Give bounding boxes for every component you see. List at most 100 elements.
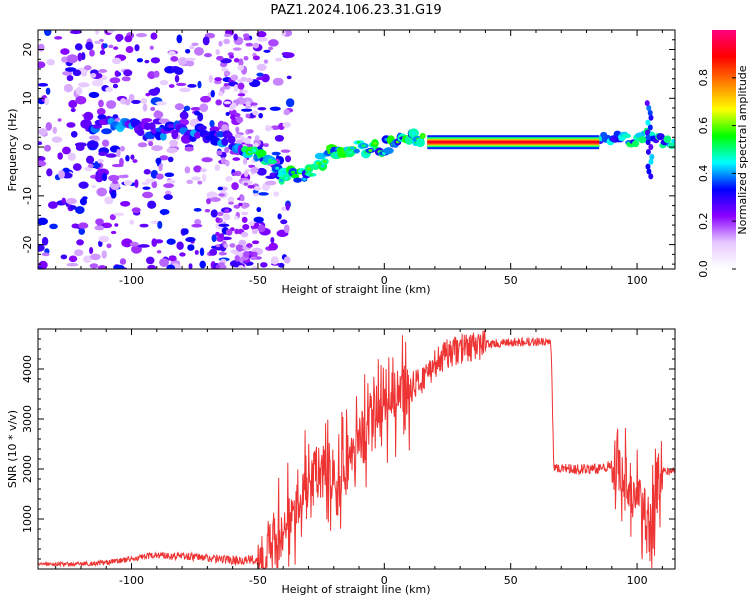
spectrogram-noise-blob — [75, 206, 85, 214]
spectrogram-noise-blob — [265, 126, 273, 131]
spectrogram-noise-blob — [258, 192, 269, 196]
spectrogram-noise-blob — [89, 253, 101, 261]
spectrogram-ridge-blob — [148, 122, 156, 131]
spectrogram-ridge-blob — [419, 132, 426, 139]
spectrogram-noise-blob — [144, 178, 156, 183]
colorbar-ticks: 0.0 0.2 0.4 0.6 0.8 — [697, 69, 736, 278]
spectrogram-noise-blob — [151, 145, 163, 152]
spectrogram-noise-blob — [216, 55, 224, 61]
spectrogram-noise-blob — [247, 184, 255, 189]
spectrogram-noise-blob — [194, 47, 204, 56]
spectrogram-noise-blob — [111, 163, 124, 168]
spectrogram-noise-blob — [199, 103, 209, 113]
spectrogram-noise-blob — [130, 154, 135, 160]
spectrogram-spike-blob — [648, 114, 654, 121]
spectrogram-noise-blob — [270, 256, 279, 265]
spectrogram-noise-blob — [256, 167, 267, 176]
spectrogram-noise-blob — [98, 235, 110, 243]
spectrogram-noise-blob — [211, 245, 217, 249]
spectrogram-noise-blob — [257, 107, 267, 111]
spectrogram-noise-blob — [235, 139, 243, 145]
spectrogram-ridge-blob — [136, 128, 145, 137]
spectrogram-noise-blob — [74, 43, 83, 51]
spectrogram-noise-blob — [223, 243, 229, 249]
spectrogram-noise-blob — [66, 122, 76, 128]
spectrogram-noise-blob — [191, 176, 201, 181]
spectrogram-noise-blob — [274, 134, 285, 142]
snr-y-label: SNR (10 * v/v) — [6, 410, 19, 488]
spectrogram-noise-blob — [174, 74, 180, 83]
spectrogram-spike-blob — [648, 158, 654, 165]
spectrogram-noise-blob — [280, 149, 291, 153]
spectrogram-noise-blob — [215, 49, 220, 56]
spectrogram-noise-blob — [125, 155, 130, 162]
spectrogram-noise-blob — [66, 54, 79, 64]
spectrogram-noise-blob — [283, 109, 290, 116]
spectrogram-noise-blob — [66, 74, 74, 82]
spectrogram-noise-blob — [174, 103, 185, 111]
spectrogram-noise-blob — [194, 250, 199, 255]
spectrogram-ridge-core — [350, 146, 355, 150]
spectrogram-noise-blob — [187, 244, 195, 251]
spectrogram-ridge-blob — [180, 134, 192, 144]
spectrogram-noise-blob — [148, 141, 154, 147]
snr-panel: -100 -50 0 50 100 1000 2000 3000 4000 Height of … — [6, 328, 676, 596]
spectrogram-frame — [37, 29, 676, 270]
snr-line — [38, 329, 675, 569]
spectrogram-noise-blob — [217, 186, 224, 191]
spectrogram-noise-blob — [98, 151, 107, 156]
spectrogram-noise-blob — [193, 207, 202, 212]
spectrogram-noise-blob — [44, 30, 52, 37]
spectrogram-x-tick-label: 50 — [504, 274, 518, 287]
spectrogram-noise-blob — [94, 30, 100, 35]
spectrogram-noise-blob — [98, 99, 104, 108]
spectrogram-noise-blob — [193, 110, 201, 116]
spectrogram-ridge-blob — [383, 147, 394, 155]
spectrogram-noise-blob — [57, 118, 62, 122]
spectrogram-noise-blob — [268, 242, 278, 251]
spectrogram-noise-blob — [158, 118, 170, 124]
spectrogram-noise-blob — [194, 219, 202, 226]
spectrogram-noise-blob — [240, 76, 247, 82]
spectrogram-noise-blob — [179, 252, 186, 257]
spectrogram-noise-blob — [62, 70, 73, 76]
spectrogram-noise-blob — [242, 157, 248, 165]
spectrogram-noise-blob — [237, 64, 244, 71]
spectrogram-noise-blob — [179, 87, 191, 93]
spectrogram-ridge-blob — [221, 137, 229, 146]
spectrogram-noise-blob — [142, 103, 148, 112]
spectrogram-noise-blob — [119, 145, 125, 152]
spectrogram-ridge-core — [281, 171, 286, 175]
spectrogram-strong-band — [427, 140, 600, 144]
spectrogram-noise-blob — [75, 96, 87, 105]
spectrogram-ridge-blob — [631, 140, 640, 148]
spectrogram-noise-blob — [245, 100, 251, 107]
spectrogram-noise-blob — [218, 223, 230, 228]
spectrogram-noise-blob — [184, 57, 196, 61]
spectrogram-spike-blob — [648, 173, 654, 180]
spectrogram-noise-blob — [78, 181, 89, 189]
spectrogram-ridge-blob — [80, 119, 92, 129]
spectrogram-x-tick-label: 0 — [381, 274, 388, 287]
spectrogram-noise-blob — [240, 211, 249, 216]
spectrogram-noise-blob — [254, 135, 260, 141]
spectrogram-noise-blob — [76, 239, 84, 246]
spectrogram-noise-blob — [166, 147, 178, 154]
spectrogram-noise-blob — [186, 179, 194, 185]
spectrogram-noise-blob — [121, 238, 133, 248]
spectrogram-noise-blob — [183, 105, 191, 112]
spectrogram-noise-blob — [145, 92, 151, 97]
spectrogram-noise-blob — [197, 80, 202, 89]
spectrogram-noise-blob — [82, 196, 88, 200]
spectrogram-noise-blob — [150, 106, 156, 111]
spectrogram-noise-blob — [90, 73, 97, 79]
spectrogram-noise-blob — [123, 69, 133, 77]
spectrogram-spike-blob — [646, 105, 652, 112]
spectrogram-noise-blob — [256, 31, 267, 38]
spectrogram-noise-blob — [280, 219, 288, 225]
spectrogram-ridge-blob — [255, 149, 267, 158]
spectrogram-noise-blob — [112, 114, 119, 119]
spectrogram-ridge-blob — [171, 129, 179, 140]
spectrogram-ridge-core — [368, 148, 373, 152]
